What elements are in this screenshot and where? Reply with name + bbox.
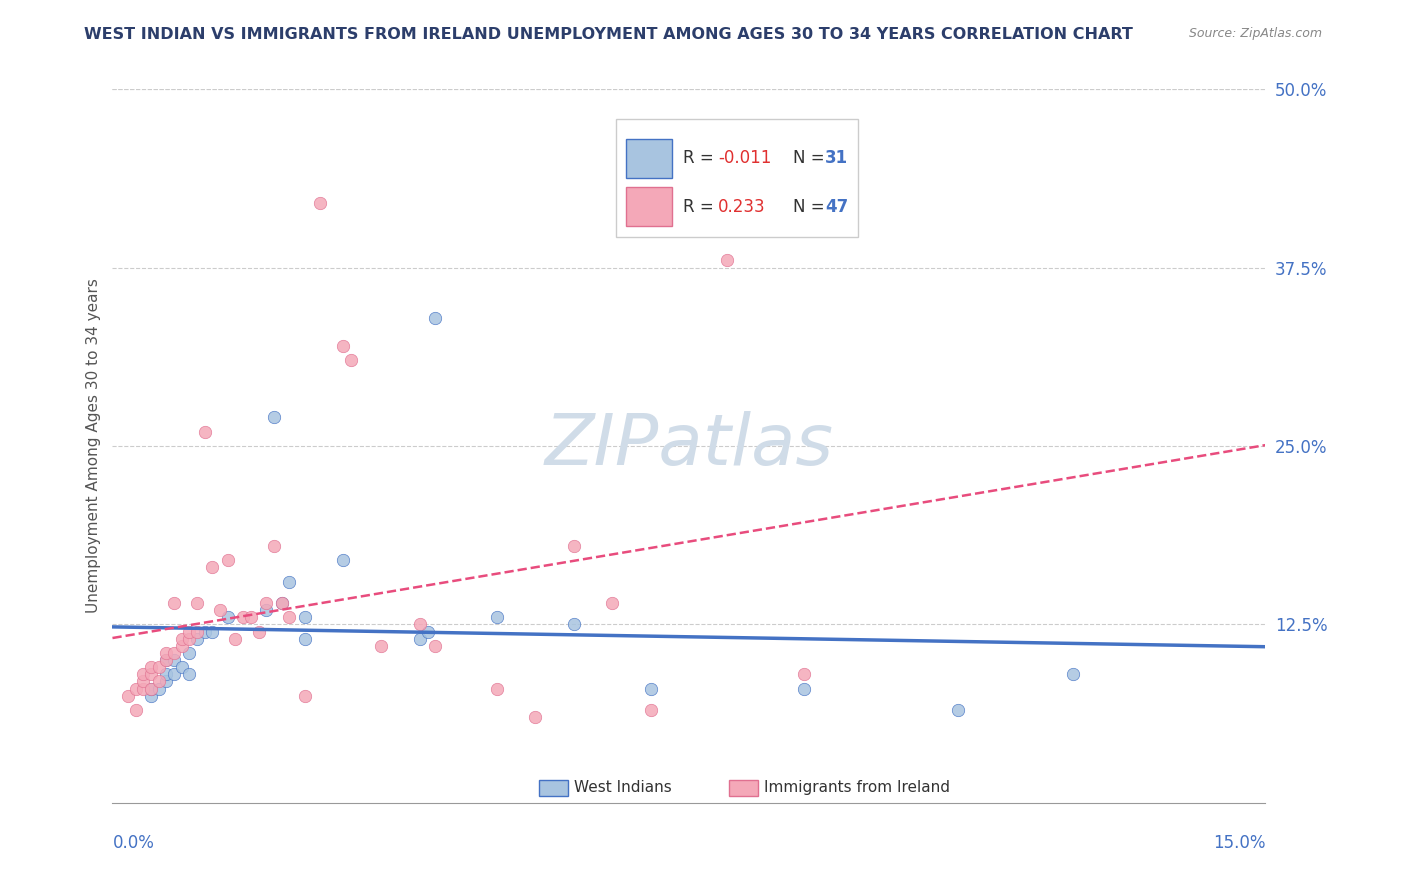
Point <box>201 624 224 639</box>
Point <box>163 646 186 660</box>
Point <box>139 660 162 674</box>
Point <box>194 425 217 439</box>
Point <box>139 689 162 703</box>
Text: R =: R = <box>683 198 720 216</box>
Point <box>163 667 186 681</box>
Point <box>163 653 186 667</box>
Point <box>1062 667 1084 681</box>
Point <box>793 667 815 681</box>
Point <box>170 660 193 674</box>
Point <box>524 710 547 724</box>
Point <box>640 681 662 696</box>
Point <box>339 353 361 368</box>
Text: 15.0%: 15.0% <box>1213 834 1265 852</box>
Point <box>278 610 301 624</box>
Point <box>124 703 146 717</box>
Point <box>148 660 170 674</box>
Point <box>270 596 292 610</box>
Point <box>640 703 662 717</box>
Point <box>232 610 254 624</box>
Point <box>332 553 354 567</box>
Text: N =: N = <box>793 198 830 216</box>
FancyBboxPatch shape <box>616 120 859 237</box>
Point <box>132 674 155 689</box>
Point <box>155 646 177 660</box>
Text: Immigrants from Ireland: Immigrants from Ireland <box>763 780 950 796</box>
Point <box>186 596 208 610</box>
Point <box>239 610 262 624</box>
Point <box>416 624 439 639</box>
Text: N =: N = <box>793 150 830 168</box>
Point <box>117 689 139 703</box>
Point <box>409 632 432 646</box>
Point <box>409 617 432 632</box>
Point <box>263 539 285 553</box>
Text: WEST INDIAN VS IMMIGRANTS FROM IRELAND UNEMPLOYMENT AMONG AGES 30 TO 34 YEARS CO: WEST INDIAN VS IMMIGRANTS FROM IRELAND U… <box>84 27 1133 42</box>
Point <box>186 632 208 646</box>
Point <box>170 639 193 653</box>
Point <box>155 667 177 681</box>
Point <box>716 253 738 268</box>
Point <box>793 681 815 696</box>
Point <box>254 596 277 610</box>
Point <box>132 681 155 696</box>
Point <box>562 617 585 632</box>
Point <box>132 667 155 681</box>
Point <box>148 681 170 696</box>
Point <box>600 596 623 610</box>
Point <box>179 667 201 681</box>
Point <box>278 574 301 589</box>
Point <box>209 603 232 617</box>
FancyBboxPatch shape <box>538 780 568 796</box>
Point <box>194 624 217 639</box>
Point <box>485 610 508 624</box>
Point <box>224 632 246 646</box>
Point <box>170 632 193 646</box>
Point <box>254 603 277 617</box>
Text: R =: R = <box>683 150 720 168</box>
Point <box>155 653 177 667</box>
Point <box>263 410 285 425</box>
Point <box>562 539 585 553</box>
Text: West Indians: West Indians <box>574 780 672 796</box>
Text: 0.233: 0.233 <box>717 198 765 216</box>
Point <box>425 310 447 325</box>
Point <box>139 667 162 681</box>
Point <box>294 632 316 646</box>
Text: 0.0%: 0.0% <box>112 834 155 852</box>
Point <box>148 674 170 689</box>
Point <box>179 632 201 646</box>
Point <box>217 553 239 567</box>
Text: -0.011: -0.011 <box>717 150 770 168</box>
Point <box>270 596 292 610</box>
Point <box>485 681 508 696</box>
Point <box>155 653 177 667</box>
FancyBboxPatch shape <box>626 187 672 227</box>
Text: 47: 47 <box>825 198 848 216</box>
Point <box>425 639 447 653</box>
Point <box>139 681 162 696</box>
Point <box>247 624 270 639</box>
Point <box>946 703 969 717</box>
Point <box>294 689 316 703</box>
FancyBboxPatch shape <box>730 780 758 796</box>
Point <box>179 624 201 639</box>
Point <box>155 674 177 689</box>
Point <box>217 610 239 624</box>
Point <box>186 624 208 639</box>
Text: 31: 31 <box>825 150 848 168</box>
Point <box>332 339 354 353</box>
Point <box>179 646 201 660</box>
Text: ZIPatlas: ZIPatlas <box>544 411 834 481</box>
Point <box>370 639 392 653</box>
Point <box>124 681 146 696</box>
Text: Source: ZipAtlas.com: Source: ZipAtlas.com <box>1188 27 1322 40</box>
Point <box>201 560 224 574</box>
Point <box>294 610 316 624</box>
Point <box>309 196 332 211</box>
FancyBboxPatch shape <box>626 139 672 178</box>
Point <box>163 596 186 610</box>
Y-axis label: Unemployment Among Ages 30 to 34 years: Unemployment Among Ages 30 to 34 years <box>86 278 101 614</box>
Point <box>139 681 162 696</box>
